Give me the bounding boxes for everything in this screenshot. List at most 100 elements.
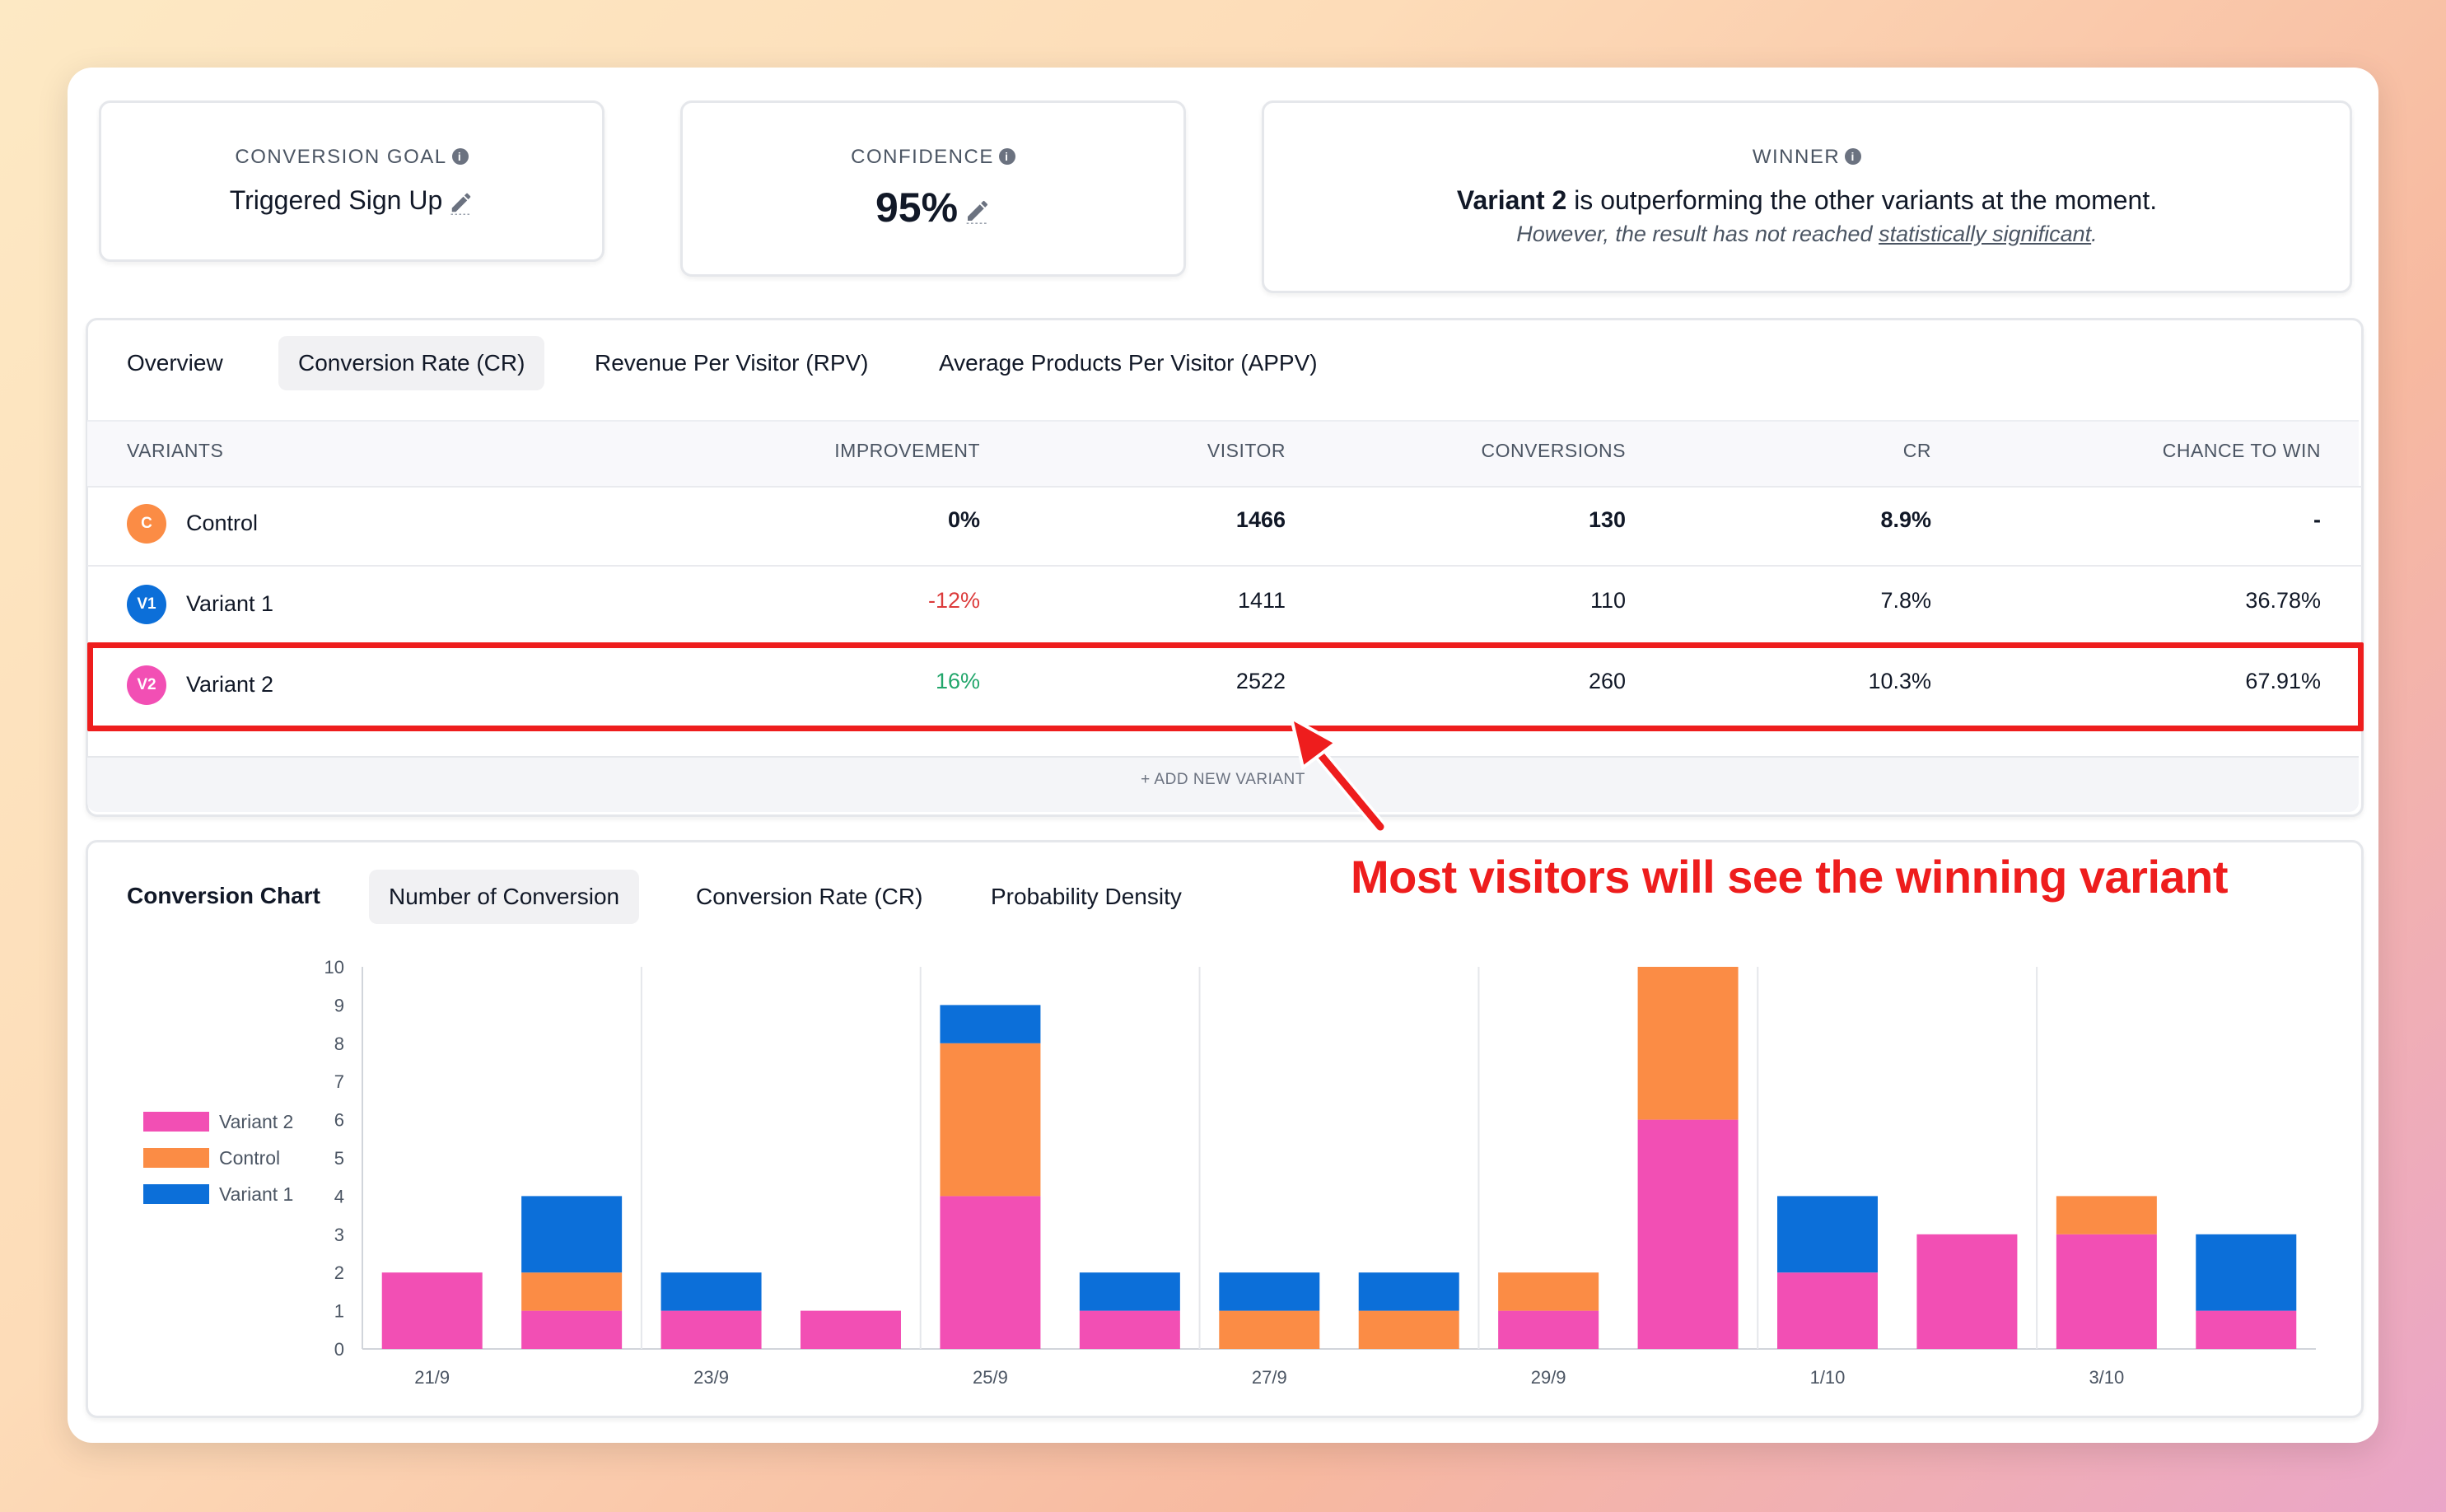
tab-overview[interactable]: Overview	[127, 350, 223, 376]
bar-segment	[521, 1272, 623, 1311]
bar-segment	[381, 1272, 483, 1349]
variants-table-card	[86, 318, 2364, 817]
header-variants[interactable]: VARIANTS	[127, 440, 224, 461]
bar-segment	[1637, 967, 1739, 1120]
winner-statement: Variant 2 is outperforming the other var…	[1456, 185, 2158, 215]
tab-conversion-rate[interactable]: Conversion Rate (CR)	[278, 336, 545, 390]
bar-segment	[1498, 1310, 1599, 1349]
variant-name: Variant 2	[186, 672, 274, 697]
header-visitor[interactable]: VISITOR	[1207, 440, 1286, 461]
cr-value: 8.9%	[1880, 507, 1931, 532]
bar-segment	[1498, 1272, 1599, 1311]
pencil-icon[interactable]	[964, 198, 991, 224]
legend-label: Variant 1	[219, 1183, 293, 1205]
bar-segment	[1079, 1310, 1180, 1349]
header-conversions[interactable]: CONVERSIONS	[1481, 440, 1626, 461]
statistically-significant-link[interactable]: statistically significant	[1879, 222, 2092, 246]
y-tick-label: 8	[334, 1034, 344, 1054]
bar-segment	[1777, 1196, 1878, 1273]
bar-segment	[1777, 1272, 1878, 1349]
visitor-value: 1411	[1237, 588, 1286, 613]
cr-value: 7.8%	[1880, 588, 1931, 613]
x-tick-label: 21/9	[414, 1367, 450, 1388]
tab-average-products-per-visitor[interactable]: Average Products Per Visitor (APPV)	[939, 350, 1318, 376]
y-tick-label: 0	[334, 1339, 344, 1360]
y-tick-label: 9	[334, 995, 344, 1015]
header-cr[interactable]: CR	[1902, 440, 1931, 461]
bar-segment	[1079, 1272, 1180, 1311]
visitor-value: 1466	[1235, 507, 1286, 532]
improvement-value: 0%	[947, 507, 980, 532]
conversion-goal-value[interactable]: Triggered Sign Up	[101, 185, 602, 216]
pencil-icon[interactable]	[449, 190, 474, 215]
header-improvement[interactable]: IMPROVEMENT	[834, 440, 980, 461]
bar-segment	[2056, 1196, 2157, 1234]
bar-segment	[1219, 1310, 1320, 1349]
legend-label: Variant 2	[219, 1111, 293, 1132]
annotation-text: Most visitors will see the winning varia…	[1351, 851, 2229, 903]
y-tick-label: 2	[334, 1262, 344, 1283]
bar-segment	[661, 1272, 762, 1311]
conversion-goal-title: CONVERSION GOAL i	[101, 146, 602, 169]
winner-note: However, the result has not reached stat…	[1516, 222, 2098, 246]
bar-segment	[521, 1196, 623, 1273]
y-tick-label: 5	[334, 1148, 344, 1169]
info-icon[interactable]: i	[1845, 147, 1862, 165]
legend-label: Control	[219, 1147, 280, 1169]
x-tick-label: 3/10	[2089, 1367, 2124, 1388]
variant-badge: C	[127, 504, 166, 544]
row-divider	[87, 486, 2362, 488]
bar-segment	[940, 1005, 1041, 1043]
table-header-row	[87, 420, 2359, 488]
improvement-value: 16%	[935, 669, 980, 693]
bar-segment	[1219, 1272, 1320, 1311]
chance-value: 36.78%	[2245, 588, 2321, 613]
confidence-value[interactable]: 95%	[683, 184, 1183, 231]
bar-segment	[940, 1196, 1041, 1349]
bar-segment	[1358, 1272, 1459, 1311]
y-tick-label: 4	[334, 1186, 344, 1206]
legend-swatch	[143, 1148, 209, 1168]
add-variant-bar	[87, 756, 2359, 812]
bar-segment	[1916, 1234, 2018, 1349]
conversions-value: 130	[1588, 507, 1626, 532]
y-tick-label: 3	[334, 1225, 344, 1245]
bar-segment	[661, 1310, 762, 1349]
x-tick-label: 1/10	[1810, 1367, 1846, 1388]
tab-chart-conversion-rate[interactable]: Conversion Rate (CR)	[696, 884, 923, 909]
highlight-box	[87, 642, 2364, 731]
variant-name: Variant 1	[186, 591, 274, 616]
x-tick-label: 25/9	[973, 1367, 1008, 1388]
bar-segment	[2196, 1234, 2297, 1311]
bar-segment	[2196, 1310, 2297, 1349]
tab-probability-density[interactable]: Probability Density	[991, 884, 1182, 909]
header-chance-to-win[interactable]: CHANCE TO WIN	[2162, 440, 2321, 461]
conversion-chart-title: Conversion Chart	[127, 883, 320, 908]
conversion-goal-card: CONVERSION GOAL i Triggered Sign Up	[99, 100, 604, 262]
winner-card: WINNER i Variant 2 is outperforming the o…	[1262, 100, 2352, 293]
tab-number-of-conversion[interactable]: Number of Conversion	[369, 870, 640, 924]
improvement-value: -12%	[927, 588, 980, 613]
add-new-variant-button[interactable]: + ADD NEW VARIANT	[1141, 771, 1305, 788]
bar-segment	[521, 1310, 623, 1349]
tab-revenue-per-visitor[interactable]: Revenue Per Visitor (RPV)	[595, 350, 869, 376]
bar-segment	[1358, 1310, 1459, 1349]
y-tick-label: 10	[324, 957, 344, 978]
row-divider	[87, 565, 2362, 567]
x-tick-label: 29/9	[1531, 1367, 1566, 1388]
y-tick-label: 1	[334, 1301, 344, 1322]
legend-swatch	[143, 1184, 209, 1204]
info-icon[interactable]: i	[451, 147, 469, 165]
bar-segment	[801, 1310, 901, 1349]
info-icon[interactable]: i	[998, 147, 1015, 165]
x-tick-label: 27/9	[1252, 1367, 1287, 1388]
bar-segment	[2056, 1234, 2157, 1349]
bar-segment	[940, 1043, 1041, 1197]
visitor-value: 2522	[1235, 669, 1286, 693]
cr-value: 10.3%	[1868, 669, 1931, 693]
conversions-value: 110	[1589, 588, 1626, 613]
variant-name: Control	[186, 511, 259, 535]
bar-segment	[1637, 1119, 1739, 1349]
confidence-title: CONFIDENCE i	[683, 146, 1183, 169]
